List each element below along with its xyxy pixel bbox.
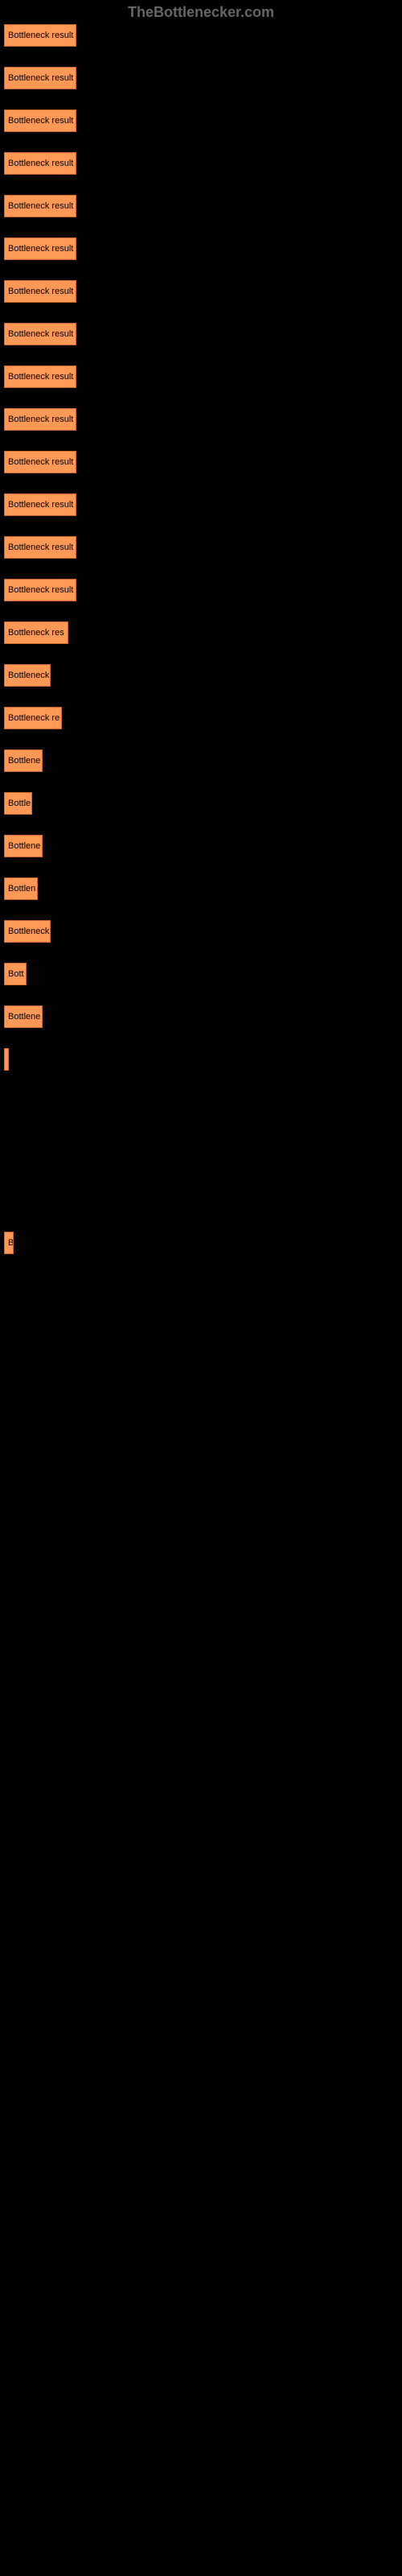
bar-row: Bottleneck result <box>4 237 402 260</box>
bar: Bottleneck result <box>4 408 76 431</box>
bar-row: Bottlene <box>4 835 402 857</box>
bar-row: Bottleneck result <box>4 536 402 559</box>
bar: Bottleneck result <box>4 195 76 217</box>
bar: Bottleneck result <box>4 280 76 303</box>
bar: B <box>4 1232 14 1254</box>
bar-row: Bottleneck result <box>4 408 402 431</box>
bar-row <box>4 1048 402 1071</box>
bar-row: Bottlene <box>4 1005 402 1028</box>
bar: Bottleneck result <box>4 365 76 388</box>
bar-row: Bottleneck result <box>4 493 402 516</box>
bar-row: Bott <box>4 963 402 985</box>
bar-row: Bottleneck result <box>4 323 402 345</box>
bar-row: B <box>4 1232 402 1254</box>
bar-row: Bottleneck <box>4 920 402 943</box>
bar-row: Bottleneck res <box>4 621 402 644</box>
bar-row: Bottlen <box>4 877 402 900</box>
bar-row: Bottleneck re <box>4 707 402 729</box>
chart-container: Bottleneck result Bottleneck result Bottle… <box>0 0 402 1254</box>
bar-row: Bottleneck <box>4 664 402 687</box>
bar: Bott <box>4 963 27 985</box>
bar: Bottleneck result <box>4 451 76 473</box>
bar: Bottleneck result <box>4 152 76 175</box>
bar-row: Bottleneck result <box>4 152 402 175</box>
bar-row: Bottleneck result <box>4 109 402 132</box>
bar: Bottlen <box>4 877 38 900</box>
bar: Bottlene <box>4 749 43 772</box>
bar: Bottleneck <box>4 920 51 943</box>
bar: Bottleneck result <box>4 579 76 601</box>
bar: Bottlene <box>4 835 43 857</box>
bar-row: Bottleneck result <box>4 365 402 388</box>
bar-row: Bottleneck result <box>4 67 402 89</box>
bar: Bottleneck result <box>4 493 76 516</box>
bar-row: Bottle <box>4 792 402 815</box>
bar: Bottleneck result <box>4 109 76 132</box>
bar: Bottleneck <box>4 664 51 687</box>
bar-row: Bottleneck result <box>4 195 402 217</box>
bar: Bottleneck result <box>4 67 76 89</box>
bar: Bottleneck result <box>4 237 76 260</box>
header-text: TheBottlenecker.com <box>128 4 274 21</box>
bar: Bottle <box>4 792 32 815</box>
bar-row: Bottlene <box>4 749 402 772</box>
bar-row: Bottleneck result <box>4 280 402 303</box>
bar <box>4 1048 9 1071</box>
bar-row: Bottleneck result <box>4 451 402 473</box>
bar: Bottleneck re <box>4 707 62 729</box>
bar: Bottleneck result <box>4 323 76 345</box>
bar: Bottleneck res <box>4 621 68 644</box>
bar-row: Bottleneck result <box>4 579 402 601</box>
bar: Bottleneck result <box>4 24 76 47</box>
bar: Bottlene <box>4 1005 43 1028</box>
bar-row: Bottleneck result <box>4 24 402 47</box>
bar: Bottleneck result <box>4 536 76 559</box>
